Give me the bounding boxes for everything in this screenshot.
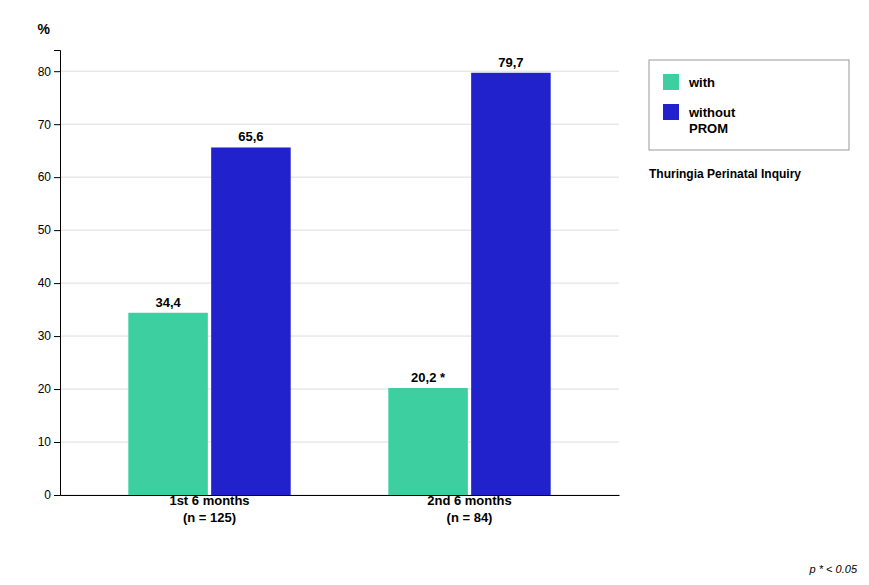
bar [471, 73, 551, 495]
legend-label: with [688, 75, 715, 90]
y-tick-label: 20 [38, 382, 52, 396]
y-tick-label: 80 [38, 65, 52, 79]
legend-swatch [663, 104, 679, 120]
text-line: (n = 125) [183, 510, 236, 525]
data-label: 79,7 [498, 55, 523, 70]
legend-item: withoutPROM [663, 104, 736, 136]
text-line: (n = 84) [447, 510, 493, 525]
text-line: 2nd 6 months [427, 493, 512, 508]
y-tick-mark [54, 124, 60, 125]
legend-label: withoutPROM [688, 105, 736, 136]
plot: 34,4 20,2 * 65,6 79,7 0 10 20 30 40 50 60 70 80 1st 6… [38, 21, 620, 525]
y-tick-label: 0 [44, 488, 51, 502]
y-tick-mark [54, 389, 60, 390]
y-axis: 0 10 20 30 40 50 60 70 80 [38, 51, 61, 503]
legend: with withoutPROM [649, 60, 849, 150]
bar [211, 147, 291, 495]
bar [128, 313, 208, 495]
x-tick: 2nd 6 months (n = 84) [427, 493, 512, 525]
y-tick: 20 [38, 382, 60, 396]
data-label: 20,2 * [411, 370, 446, 385]
bar [388, 388, 468, 495]
legend-box [649, 60, 849, 150]
y-tick: 60 [38, 170, 60, 184]
footnote: p * < 0.05 [809, 563, 858, 575]
legend-item: with [663, 74, 715, 90]
y-tick-label: 60 [38, 170, 52, 184]
y-tick-mark [54, 495, 60, 496]
y-tick: 30 [38, 329, 60, 343]
data-label: 34,4 [155, 295, 181, 310]
y-tick-mark [54, 71, 60, 72]
y-tick-label: 10 [38, 435, 52, 449]
y-axis-line [54, 51, 61, 496]
y-tick-label: 40 [38, 276, 52, 290]
text-line: 1st 6 months [169, 493, 249, 508]
y-tick-label: 70 [38, 118, 52, 132]
grid [60, 71, 619, 495]
bars [128, 73, 550, 495]
text-line: with [688, 75, 715, 90]
x-tick-label: 1st 6 months (n = 125) [169, 493, 249, 525]
y-tick: 40 [38, 276, 60, 290]
y-tick-mark [54, 336, 60, 337]
x-tick-label: 2nd 6 months (n = 84) [427, 493, 512, 525]
x-axis-line [61, 495, 620, 496]
y-tick-mark [54, 283, 60, 284]
data-label: 65,6 [238, 129, 263, 144]
y-tick: 10 [38, 435, 60, 449]
data-labels: 34,4 20,2 * 65,6 79,7 [155, 55, 523, 385]
text-line: without [688, 105, 736, 120]
grid-line [60, 71, 619, 72]
chart: 34,4 20,2 * 65,6 79,7 0 10 20 30 40 50 60 70 80 1st 6… [0, 0, 869, 585]
y-axis-title: % [38, 21, 51, 37]
x-tick: 1st 6 months (n = 125) [169, 493, 249, 525]
y-tick: 0 [44, 488, 60, 502]
legend-swatch [663, 74, 679, 90]
y-tick: 80 [38, 65, 60, 79]
y-tick-mark [54, 177, 60, 178]
y-tick: 50 [38, 223, 60, 237]
y-tick: 70 [38, 118, 60, 132]
y-tick-label: 50 [38, 223, 52, 237]
text-line: PROM [689, 121, 728, 136]
x-axis: 1st 6 months (n = 125) 2nd 6 months (n = 84… [61, 493, 620, 525]
annotation: Thuringia Perinatal Inquiry [649, 167, 801, 181]
y-tick-label: 30 [38, 329, 52, 343]
y-tick-mark [54, 442, 60, 443]
y-tick-mark [54, 230, 60, 231]
